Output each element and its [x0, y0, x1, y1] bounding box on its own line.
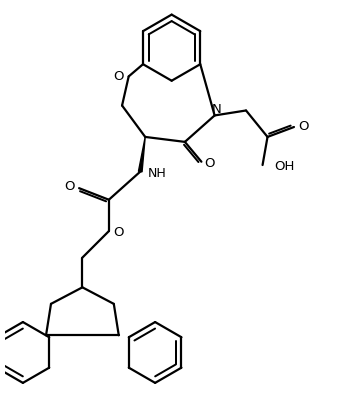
Text: N: N: [211, 103, 221, 116]
Text: O: O: [65, 180, 75, 193]
Text: O: O: [113, 226, 123, 239]
Text: O: O: [298, 119, 308, 133]
Text: NH: NH: [148, 167, 166, 180]
Text: OH: OH: [274, 160, 294, 173]
Polygon shape: [138, 137, 145, 172]
Text: O: O: [204, 157, 215, 170]
Text: O: O: [114, 70, 124, 83]
